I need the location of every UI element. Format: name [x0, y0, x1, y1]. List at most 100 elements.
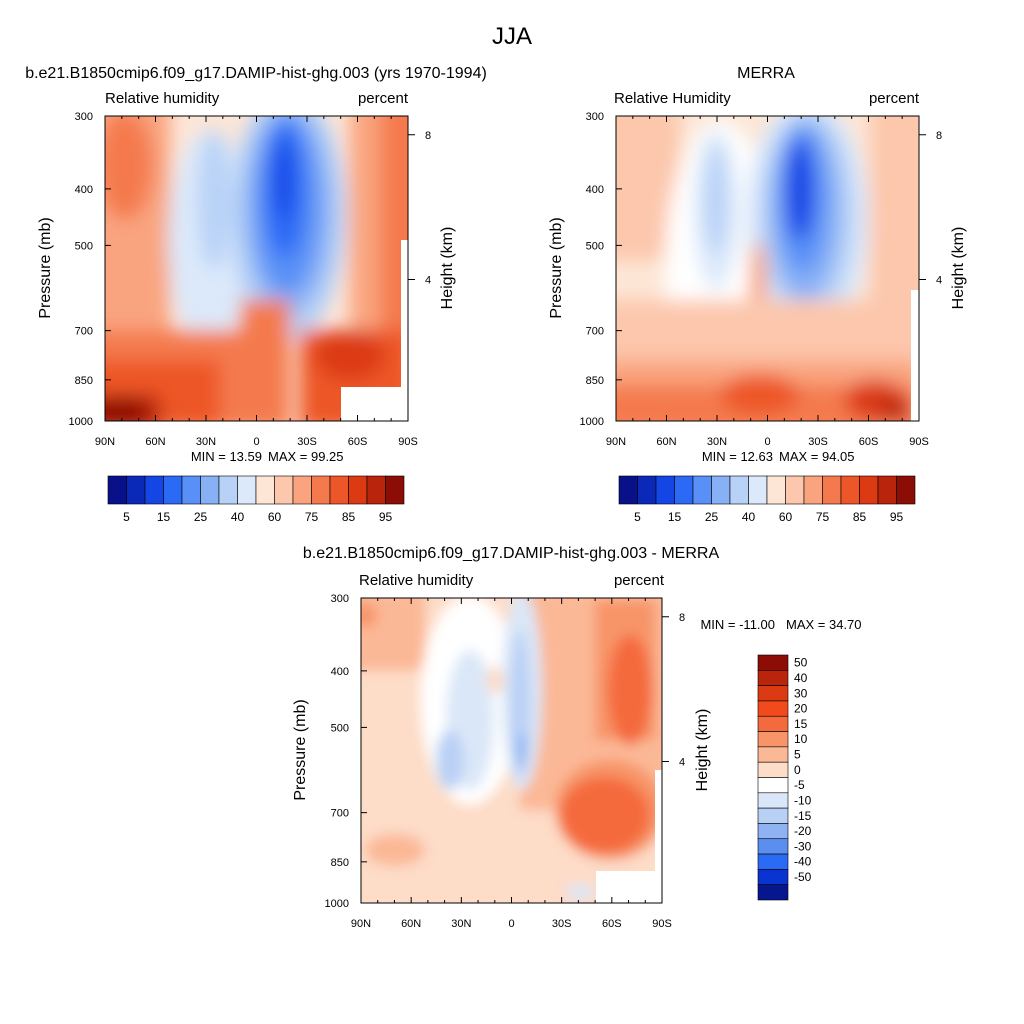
colorbar-label: 95 [890, 510, 904, 524]
colorbar-swatch [757, 731, 789, 748]
colorbar-swatch [757, 838, 789, 855]
panel-difference: b.e21.B1850cmip6.f09_g17.DAMIP-hist-ghg.… [292, 545, 862, 930]
x-tick-label: 90S [909, 436, 929, 448]
colorbar-swatch [274, 475, 294, 505]
x-tick-label: 60S [859, 436, 879, 448]
colorbar-swatch [803, 475, 823, 505]
y-tick-label: 1000 [325, 898, 349, 910]
colorbar-label: 10 [794, 732, 808, 746]
x-tick-label: 90S [398, 436, 418, 448]
colorbar-swatch [655, 475, 675, 505]
colorbar-swatch [329, 475, 349, 505]
colorbar-label: 0 [794, 763, 801, 777]
x-tick-label: 90N [606, 436, 626, 448]
panel-title: b.e21.B1850cmip6.f09_g17.DAMIP-hist-ghg.… [25, 65, 487, 82]
colorbar-swatch [126, 475, 146, 505]
x-tick-label: 0 [508, 918, 514, 930]
colorbar-label: 75 [305, 510, 319, 524]
x-tick-label: 60S [348, 436, 368, 448]
colorbar-label: -30 [794, 839, 812, 853]
panel-model: b.e21.B1850cmip6.f09_g17.DAMIP-hist-ghg.… [25, 65, 487, 524]
colorbar-swatch [181, 475, 201, 505]
y-axis-label: Pressure (mb) [548, 217, 565, 318]
colorbar-swatch [366, 475, 386, 505]
colorbar-swatch [757, 670, 789, 686]
colorbar-swatch [348, 475, 368, 505]
colorbar-swatch [757, 823, 789, 840]
right-string: percent [358, 90, 409, 107]
colorbar-label: 85 [342, 510, 356, 524]
colorbar-swatch [200, 475, 220, 505]
x-tick-label: 30S [808, 436, 828, 448]
colorbar: 5 15 25 40 60 75 85 95 [618, 475, 916, 524]
colorbar-swatch [757, 807, 789, 824]
colorbar-swatch [757, 746, 789, 763]
y-tick-label: 500 [75, 240, 93, 252]
colorbar-swatch [859, 475, 879, 505]
colorbar-swatch [292, 475, 312, 505]
colorbar-label: 75 [816, 510, 830, 524]
y-tick-label: 700 [586, 326, 604, 338]
y-tick-label-right: 8 [936, 130, 942, 142]
colorbar-label: -15 [794, 809, 812, 823]
x-tick-label: 30N [707, 436, 727, 448]
y-tick-label-right: 8 [425, 130, 431, 142]
contour-field [361, 598, 662, 903]
y-tick-label: 500 [331, 722, 349, 734]
x-tick-label: 60N [401, 918, 421, 930]
colorbar-swatch [757, 685, 789, 702]
left-string: Relative humidity [105, 90, 220, 107]
min-label: MIN = 12.63 [702, 449, 773, 464]
colorbar-label: 60 [268, 510, 282, 524]
contour-field [105, 116, 408, 421]
colorbar-label: 40 [742, 510, 756, 524]
y-axis-label-right: Height (km) [694, 709, 711, 792]
x-tick-label: 90N [351, 918, 371, 930]
colorbar-swatch [840, 475, 860, 505]
panel-merra: MERRA Relative Humidity percent [548, 65, 967, 524]
x-tick-label: 30S [297, 436, 317, 448]
colorbar-swatch [144, 475, 164, 505]
right-string: percent [869, 90, 920, 107]
y-tick-label-right: 4 [425, 275, 431, 287]
colorbar-label: 60 [779, 510, 793, 524]
x-tick-label: 60N [656, 436, 676, 448]
x-tick-label: 30N [451, 918, 471, 930]
y-tick-label: 300 [331, 593, 349, 605]
colorbar-label: -5 [794, 778, 805, 792]
right-string: percent [614, 572, 665, 589]
colorbar-label: -10 [794, 793, 812, 807]
colorbar-swatch [757, 884, 789, 901]
colorbar-swatch [757, 869, 789, 885]
colorbar-swatch [822, 475, 842, 505]
colorbar-swatch [385, 475, 405, 505]
colorbar-label: 25 [705, 510, 719, 524]
y-tick-label: 500 [586, 240, 604, 252]
panel-title: b.e21.B1850cmip6.f09_g17.DAMIP-hist-ghg.… [303, 545, 720, 562]
colorbar-swatch [637, 475, 657, 505]
y-tick-label: 300 [586, 111, 604, 123]
colorbar-label: 30 [794, 686, 808, 700]
colorbar-swatch [757, 654, 789, 671]
colorbar-label: 95 [379, 510, 393, 524]
y-axis-label-right: Height (km) [439, 227, 456, 310]
min-label: MIN = 13.59 [191, 449, 262, 464]
colorbar-swatch [237, 475, 257, 505]
y-tick-label: 700 [75, 326, 93, 338]
colorbar-label: 5 [634, 510, 641, 524]
x-tick-label: 60N [145, 436, 165, 448]
colorbar-label: 85 [853, 510, 867, 524]
y-axis-label-right: Height (km) [950, 227, 967, 310]
colorbar-swatch [711, 475, 731, 505]
max-label: MAX = 94.05 [779, 449, 855, 464]
colorbar-label: -40 [794, 855, 812, 869]
figure-title: JJA [492, 23, 532, 50]
colorbar-label: 25 [194, 510, 208, 524]
colorbar-swatch [255, 475, 275, 505]
colorbar: 5 15 25 40 60 75 85 95 [107, 475, 405, 524]
colorbar-label: 40 [231, 510, 245, 524]
colorbar-swatch [692, 475, 712, 505]
y-axis-label: Pressure (mb) [292, 699, 309, 800]
